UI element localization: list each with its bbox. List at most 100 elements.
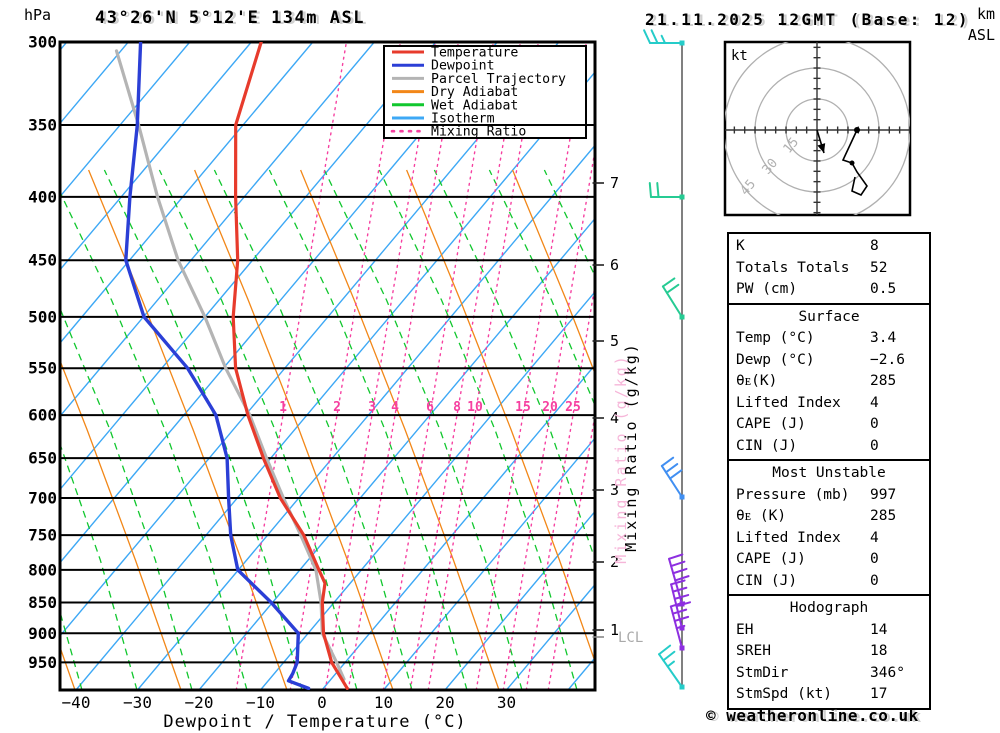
wind-barb-icon bbox=[643, 29, 685, 46]
table-row-value: 8 bbox=[870, 238, 879, 254]
wind-barb-icon bbox=[670, 579, 692, 631]
temperature-tick-label: −40 bbox=[62, 693, 91, 712]
pressure-tick-label: 700 bbox=[28, 489, 57, 508]
pressure-tick-label: 500 bbox=[28, 307, 57, 326]
page-title: 43°26'N 5°12'E 134m ASL bbox=[95, 8, 365, 28]
wind-barb-anchor-dot bbox=[679, 494, 685, 500]
temperature-tick-label: −30 bbox=[123, 693, 152, 712]
table-row-label: SREH bbox=[736, 643, 771, 659]
temperature-tick-label: −10 bbox=[246, 693, 275, 712]
table-section-header: Surface bbox=[798, 308, 860, 325]
table-row: SREH 18 bbox=[729, 641, 929, 663]
km-tick-label: 7 bbox=[610, 174, 619, 192]
wind-barb-icon bbox=[660, 456, 685, 500]
mixing-ratio-value-label: 2 bbox=[333, 400, 341, 415]
table-row: θᴇ (K) 285 bbox=[729, 506, 929, 528]
hodograph-trace bbox=[841, 129, 868, 197]
table-row-value: 18 bbox=[870, 643, 888, 659]
x-axis-title: Dewpoint / Temperature (°C) bbox=[163, 712, 466, 732]
copyright: © weatheronline.co.uk bbox=[706, 706, 919, 725]
mixing-ratio-value-label: 6 bbox=[426, 400, 434, 415]
wind-barb-icon bbox=[658, 644, 685, 690]
table-row-label: CAPE (J) bbox=[736, 551, 806, 567]
parcel-trajectory-curve bbox=[114, 49, 346, 681]
table-section-header: Hodograph bbox=[789, 600, 869, 616]
table-row-label: Totals Totals bbox=[736, 259, 850, 276]
legend-item-label: Wet Adiabat bbox=[431, 98, 518, 113]
table-row-label: EH bbox=[736, 621, 754, 638]
pressure-tick-label: 900 bbox=[28, 624, 57, 643]
pressure-axis-unit: hPa bbox=[24, 6, 52, 24]
mixing-ratio-lines bbox=[235, 42, 595, 690]
table-row-label: CIN (J) bbox=[736, 437, 798, 454]
wind-barb-column bbox=[643, 29, 692, 690]
table-row-label: Lifted Index bbox=[736, 529, 841, 546]
hodograph-trace-start-dot bbox=[854, 127, 860, 133]
mixing-ratio-value-label: 15 bbox=[515, 400, 531, 415]
pressure-tick-label: 650 bbox=[28, 449, 57, 468]
table-row: Lifted Index 4 bbox=[729, 528, 929, 550]
lcl-label: LCL bbox=[618, 630, 643, 646]
table-row: EH 14 bbox=[729, 620, 929, 642]
table-row-value: 0 bbox=[870, 437, 879, 454]
table-row-label: Lifted Index bbox=[736, 394, 841, 411]
wind-barb-anchor-dot bbox=[679, 684, 685, 690]
table-row: StmSpd (kt) 17 bbox=[729, 684, 929, 706]
table-row-label: StmDir bbox=[736, 664, 789, 681]
indices-table: K 8 Totals Totals 52 PW (cm) 0.5 Surface Temp (… bbox=[727, 232, 931, 710]
table-row-label: PW (cm) bbox=[736, 281, 798, 297]
table-row: CAPE (J) 0 bbox=[729, 414, 929, 436]
temperature-axis: −40 −30 −20 −10 0 10 20 30 Dewpoint / Temperatur… bbox=[62, 693, 517, 732]
table-row: PW (cm) 0.5 bbox=[729, 279, 929, 301]
table-row-value: 0 bbox=[870, 416, 879, 432]
table-row-label: Pressure (mb) bbox=[736, 486, 850, 503]
plot-border bbox=[58, 40, 597, 692]
altitude-unit-km: km bbox=[976, 5, 995, 23]
table-row-value: 4 bbox=[870, 529, 879, 546]
table-row: CAPE (J) 0 bbox=[729, 549, 929, 571]
isotherm-lines bbox=[60, 42, 595, 690]
hodograph-unit-label: kt bbox=[731, 48, 748, 64]
dewpoint-curve bbox=[124, 42, 311, 690]
table-row-value: 17 bbox=[870, 686, 888, 702]
pressure-tick-label: 350 bbox=[28, 115, 57, 134]
pressure-tick-label: 400 bbox=[28, 187, 57, 206]
mixing-ratio-value-label: 25 bbox=[565, 400, 581, 415]
temperature-tick-label: 30 bbox=[497, 693, 516, 712]
table-row-label: CAPE (J) bbox=[736, 416, 806, 432]
pressure-tick-label: 750 bbox=[28, 526, 57, 545]
temperature-tick-label: −20 bbox=[185, 693, 214, 712]
temperature-curve bbox=[231, 42, 349, 690]
legend-item-label: Mixing Ratio bbox=[431, 125, 526, 140]
legend-item-label: Isotherm bbox=[431, 112, 495, 127]
mixing-ratio-value-labels: 1 2 3 4 6 8 10 15 20 25 bbox=[279, 400, 581, 415]
table-row-value: 285 bbox=[870, 373, 897, 389]
legend-item-label: Parcel Trajectory bbox=[431, 72, 566, 87]
km-tick-label: 2 bbox=[610, 553, 619, 571]
pressure-tick-label: 300 bbox=[28, 33, 57, 52]
pressure-tick-label: 850 bbox=[28, 593, 57, 612]
altitude-unit-asl: ASL bbox=[967, 26, 995, 44]
table-row: Totals Totals 52 bbox=[729, 258, 929, 280]
storm-motion-arrowhead bbox=[817, 143, 826, 153]
table-section: Surface Temp (°C) 3.4 Dewp (°C) −2.6 θᴇ(K) 285… bbox=[729, 302, 929, 460]
pressure-tick-label: 550 bbox=[28, 359, 57, 378]
table-section: Hodograph EH 14 SREH 18 StmDir 346° StmSpd (kt)… bbox=[729, 594, 929, 708]
legend-item-label: Temperature bbox=[431, 46, 518, 61]
table-row: StmDir 346° bbox=[729, 663, 929, 685]
pressure-gridlines: 300 350 400 450 500 550 600 650 700 750 800 850 900 9… bbox=[28, 33, 595, 672]
table-row-value: 3.4 bbox=[870, 330, 897, 346]
km-tick-label: 3 bbox=[610, 481, 619, 499]
legend-item-label: Dry Adiabat bbox=[431, 85, 518, 100]
legend-box bbox=[383, 45, 587, 139]
wind-barb-anchor-dot bbox=[679, 625, 685, 631]
table-row-label: CIN (J) bbox=[736, 572, 798, 589]
table-row-value: 52 bbox=[870, 259, 888, 276]
table-row-value: 0.5 bbox=[870, 281, 897, 297]
mixing-ratio-axis-title: Mixing Ratio (g/kg) bbox=[622, 342, 640, 552]
